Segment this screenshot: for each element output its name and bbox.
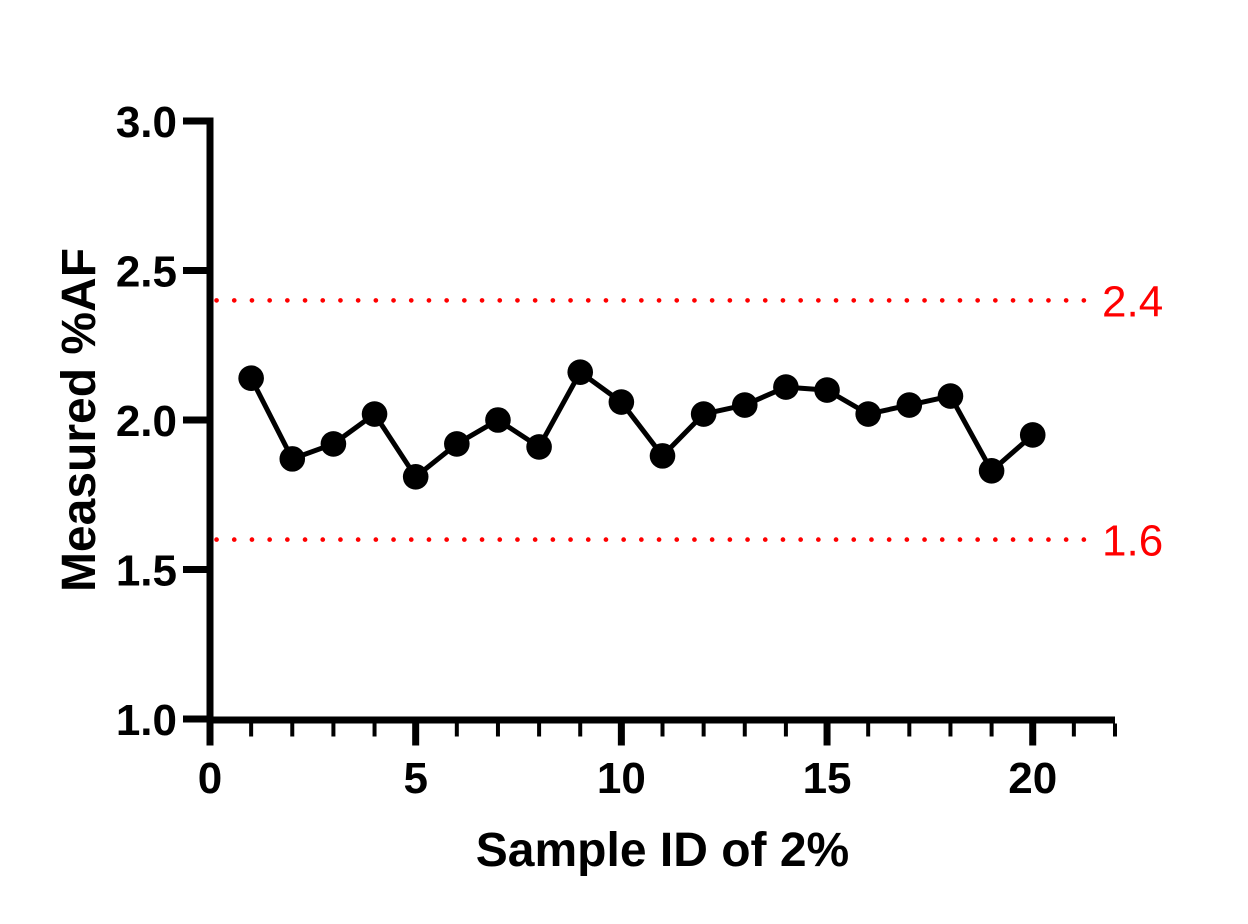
data-point-6 [444, 431, 470, 457]
data-point-10 [608, 389, 635, 415]
x-axis-tick-label: 0 [198, 754, 222, 803]
data-point-12 [690, 401, 717, 427]
data-point-13 [731, 392, 758, 418]
data-point-18 [937, 383, 964, 409]
x-axis-title: Sample ID of 2% [476, 824, 849, 877]
data-point-7 [485, 407, 511, 433]
data-point-17 [896, 392, 923, 418]
x-axis-tick-label: 5 [403, 754, 427, 803]
data-point-1 [238, 365, 264, 391]
data-point-16 [855, 401, 881, 427]
y-axis-tick-label: 3.0 [116, 98, 177, 147]
data-point-9 [567, 359, 594, 385]
data-point-4 [361, 401, 388, 427]
data-point-19 [978, 458, 1005, 484]
y-axis-tick-label: 2.0 [116, 397, 177, 446]
data-point-5 [402, 464, 429, 490]
y-axis-tick-label: 2.5 [116, 248, 177, 297]
y-axis-tick-label: 1.5 [116, 547, 177, 596]
data-point-11 [649, 443, 676, 469]
data-point-8 [526, 434, 552, 460]
data-point-3 [320, 431, 347, 457]
x-axis-tick-label: 15 [803, 754, 852, 803]
reference-line-label: 1.6 [1102, 517, 1163, 566]
data-point-14 [773, 374, 799, 400]
x-axis-tick-label: 10 [597, 754, 646, 803]
data-point-15 [814, 377, 840, 403]
y-axis-tick-label: 1.0 [116, 696, 177, 745]
reference-line-label: 2.4 [1102, 277, 1163, 326]
x-axis-tick-label: 20 [1008, 754, 1057, 803]
data-point-20 [1019, 422, 1046, 448]
data-point-2 [279, 446, 306, 472]
y-axis-title: Measured %AF [53, 248, 106, 592]
